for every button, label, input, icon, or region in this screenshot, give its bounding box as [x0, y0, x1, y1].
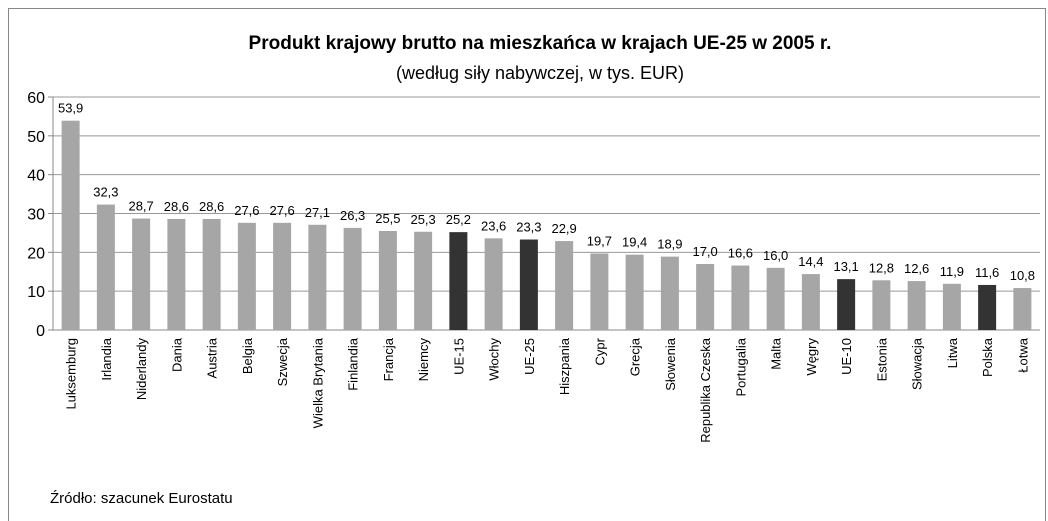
value-label: 16,0 — [763, 248, 788, 263]
x-tick-label: Niderlandy — [134, 338, 149, 401]
x-tick-label: Cypr — [592, 337, 607, 365]
x-tick-label: Polska — [980, 337, 995, 377]
chart-title: Produkt krajowy brutto na mieszkańca w k… — [249, 33, 832, 54]
value-label: 28,7 — [128, 199, 153, 214]
bar — [167, 218, 186, 330]
bar — [1013, 288, 1032, 330]
bar — [202, 218, 221, 330]
value-label: 23,6 — [481, 218, 506, 233]
value-label: 26,3 — [340, 208, 365, 223]
value-label: 12,8 — [869, 260, 894, 275]
bar — [519, 239, 538, 330]
bar — [731, 265, 750, 330]
value-label: 14,4 — [798, 254, 823, 269]
value-label: 28,6 — [164, 199, 189, 214]
value-label: 28,6 — [199, 199, 224, 214]
value-label: 11,6 — [975, 265, 999, 280]
x-tick-label: Grecja — [628, 337, 643, 376]
x-tick-label: Republika Czeska — [698, 337, 713, 443]
value-label: 27,1 — [305, 205, 330, 220]
bar — [801, 274, 820, 330]
value-label: 17,0 — [692, 244, 717, 259]
value-label: 25,5 — [375, 211, 400, 226]
y-tick-label: 10 — [27, 284, 45, 301]
y-tick-label: 50 — [27, 129, 45, 146]
x-tick-label: Węgry — [804, 338, 819, 376]
x-tick-label: Szwecja — [275, 337, 290, 386]
x-tick-label: Słowacja — [910, 337, 925, 390]
x-tick-label: UE-10 — [839, 338, 854, 375]
value-label: 32,3 — [93, 185, 118, 200]
x-tick-label: Estonia — [874, 337, 889, 381]
y-tick-label: 30 — [27, 207, 45, 224]
bar — [696, 263, 715, 330]
bar — [660, 256, 679, 330]
y-tick-label: 60 — [27, 90, 45, 107]
bar — [872, 280, 891, 330]
bar — [590, 253, 609, 330]
source-note: Źródło: szacunek Eurostatu — [50, 490, 233, 507]
x-tick-label: Portugalia — [733, 337, 748, 396]
x-tick-label: Belgia — [240, 337, 255, 374]
value-label: 10,8 — [1010, 268, 1035, 283]
bar — [378, 230, 397, 330]
bar — [766, 267, 785, 330]
bar — [343, 227, 362, 330]
bar — [273, 222, 292, 330]
value-label: 19,4 — [622, 235, 647, 250]
x-tick-label: Dania — [169, 337, 184, 372]
bar — [61, 120, 80, 331]
y-tick-label: 0 — [36, 323, 45, 340]
x-tick-label: Niemcy — [416, 338, 431, 382]
bar — [907, 281, 926, 330]
x-tick-label: Austria — [205, 337, 220, 378]
x-tick-label: Słowenia — [663, 337, 678, 391]
x-tick-label: Irlandia — [99, 337, 114, 380]
bar — [484, 238, 503, 330]
value-label: 18,9 — [657, 237, 682, 252]
x-tick-label: UE-25 — [522, 338, 537, 375]
x-tick-label: Hiszpania — [557, 337, 572, 395]
y-tick-label: 40 — [27, 168, 45, 185]
bar — [96, 204, 115, 330]
x-tick-label: Wielka Brytania — [310, 337, 325, 428]
value-label: 27,6 — [269, 203, 294, 218]
value-label: 25,2 — [446, 212, 471, 227]
bar — [308, 224, 327, 330]
x-tick-label: Łotwa — [1015, 337, 1030, 372]
value-label: 53,9 — [58, 101, 83, 116]
bar — [449, 232, 468, 330]
value-label: 13,1 — [833, 259, 858, 274]
bar — [237, 222, 256, 330]
value-label: 22,9 — [551, 221, 576, 236]
value-label: 25,3 — [410, 212, 435, 227]
value-label: 11,9 — [940, 264, 964, 279]
chart-subtitle: (według siły nabywczej, w tys. EUR) — [396, 63, 684, 83]
bar — [837, 279, 856, 330]
bar — [555, 241, 574, 330]
bar — [978, 284, 997, 330]
value-label: 27,6 — [234, 203, 259, 218]
bar — [132, 218, 151, 330]
x-tick-label: Finlandia — [346, 337, 361, 391]
x-tick-label: UE-15 — [451, 338, 466, 375]
bar — [942, 283, 961, 330]
value-label: 23,3 — [516, 220, 541, 235]
x-tick-label: Litwa — [945, 337, 960, 368]
value-label: 12,6 — [904, 261, 929, 276]
x-tick-label: Francja — [381, 337, 396, 381]
x-tick-label: Włochy — [487, 338, 502, 381]
bar — [414, 231, 433, 330]
y-tick-label: 20 — [27, 245, 45, 262]
value-label: 19,7 — [587, 233, 612, 248]
bar — [625, 254, 644, 330]
x-tick-label: Luksemburg — [64, 338, 79, 410]
value-label: 16,6 — [728, 246, 753, 261]
x-tick-label: Malta — [769, 337, 784, 370]
